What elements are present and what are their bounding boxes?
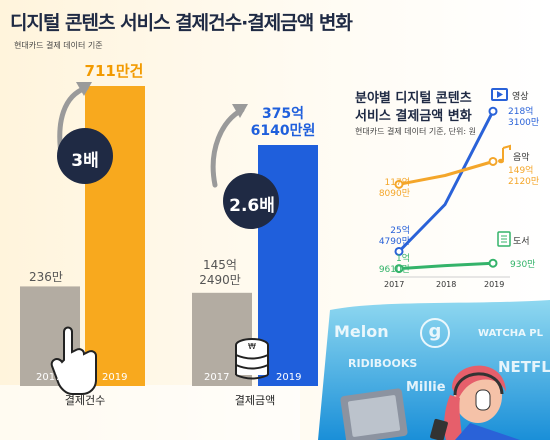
category-label: 결제건수 [64, 394, 106, 407]
line-chart-title: 분야별 디지털 콘텐츠 서비스 결제금액 변화 [355, 91, 472, 124]
person-illustration [430, 365, 520, 440]
series-end-label: 149억 2120만 [508, 166, 540, 187]
series-end-label: 218억 3100만 [508, 107, 540, 128]
series-name-label: 영상 [512, 92, 529, 102]
series-line-영상 [397, 110, 495, 253]
multiplier-badge [223, 173, 279, 229]
series-point-도서 [488, 258, 498, 268]
brand-logo-netflix: NETFLIX [498, 358, 550, 376]
svg-text:₩: ₩ [248, 342, 256, 351]
series-point-영상 [394, 246, 404, 256]
brand-logo-genie: g [420, 318, 450, 348]
multiplier-badge [57, 128, 113, 184]
series-name-label: 음악 [513, 153, 530, 163]
growth-arrow [210, 107, 245, 188]
music-note-icon [498, 144, 511, 164]
x-tick-label: 2019 [484, 280, 505, 289]
book-icon [497, 231, 511, 247]
bar-year-label: 2019 [276, 372, 302, 383]
growth-arrow-head [232, 104, 248, 118]
hand-pointer-icon [50, 326, 97, 395]
bar-year-label: 2017 [204, 372, 230, 383]
series-end-label: 930만 [510, 260, 536, 270]
series-line-음악 [398, 160, 494, 186]
series-point-음악 [394, 179, 404, 189]
series-point-도서 [394, 264, 404, 274]
page-source-note: 현대카드 결제 데이터 기준 [14, 41, 103, 50]
bar-value-label: 711만건 [84, 62, 144, 80]
bar-year-label: 2017 [36, 372, 62, 383]
series-point-영상 [488, 106, 498, 116]
series-start-label: 1억 9610만 [378, 254, 410, 275]
bar-year-label: 2019 [102, 372, 128, 383]
bar-value-label: 145억 2490만 [199, 258, 241, 287]
series-point-음악 [488, 156, 498, 166]
coin-stack-icon: ₩ [235, 338, 269, 380]
series-start-label: 25억 4790만 [378, 226, 410, 247]
series-name-label: 도서 [513, 237, 530, 247]
page-title: 디지털 콘텐츠 서비스 결제건수·결제금액 변화 [10, 12, 353, 34]
growth-arrow-head [76, 82, 92, 96]
brand-logo-ridibooks: RIDIBOOKS [348, 357, 418, 370]
x-tick-label: 2018 [436, 280, 457, 289]
multiplier-label: 2.6배 [229, 196, 275, 216]
laptop-icon [340, 388, 408, 440]
brand-logo-melon: Melon [334, 322, 389, 341]
bar-value-label: 375억 6140만원 [250, 106, 316, 139]
series-start-label: 117억 8090만 [378, 178, 410, 199]
x-tick-label: 2017 [384, 280, 405, 289]
line-chart-source: 현대카드 결제 데이터 기준, 단위: 원 [355, 127, 476, 136]
category-label: 결제금액 [234, 394, 276, 407]
brand-logo-millie: Millie [406, 380, 446, 395]
video-icon [491, 88, 508, 101]
multiplier-label: 3배 [71, 151, 99, 171]
series-line-도서 [398, 261, 494, 271]
brand-logo-watcha: WATCHA PL [478, 328, 543, 339]
bar-value-label: 236만 [29, 270, 63, 284]
